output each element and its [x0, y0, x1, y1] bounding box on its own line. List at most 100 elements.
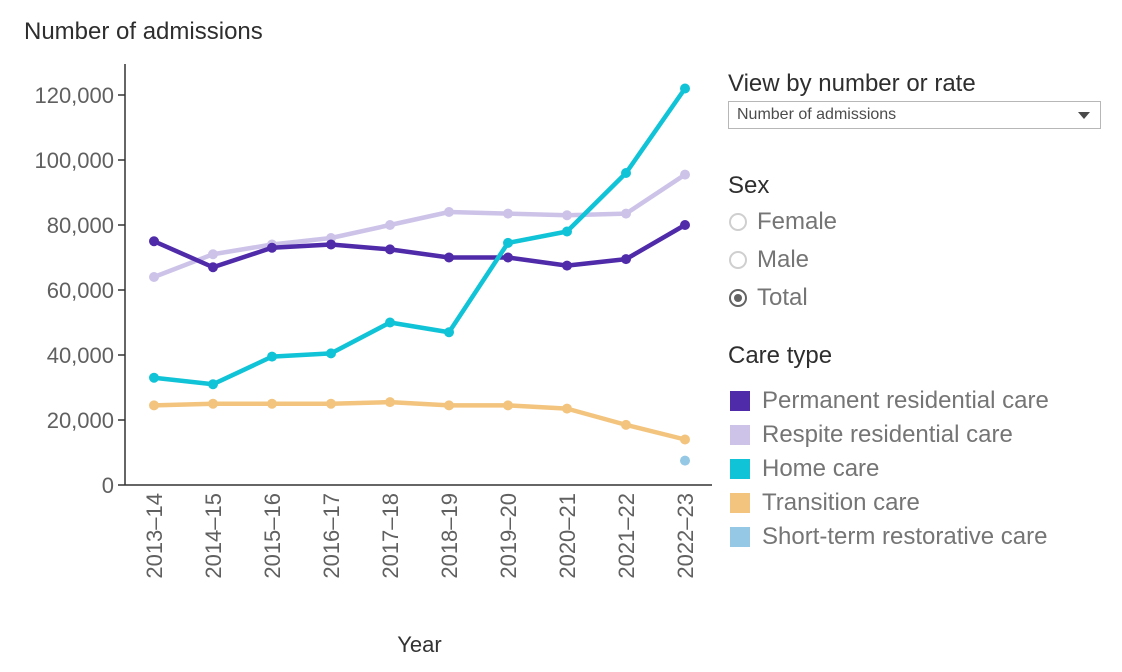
- data-point[interactable]: [326, 348, 336, 359]
- data-point[interactable]: [621, 419, 631, 430]
- radio-unselected-icon[interactable]: [729, 251, 747, 269]
- data-point[interactable]: [444, 400, 454, 411]
- series-permanent-residential-care: [149, 220, 690, 273]
- y-tick-label: 60,000: [47, 278, 114, 303]
- x-axis-title: Year: [397, 632, 441, 657]
- legend-label: Permanent residential care: [762, 387, 1049, 414]
- data-point[interactable]: [267, 351, 277, 362]
- x-tick-label: 2014–15: [201, 493, 226, 579]
- y-tick-label: 100,000: [34, 148, 114, 173]
- data-point[interactable]: [562, 210, 572, 221]
- data-point[interactable]: [267, 242, 277, 253]
- data-point[interactable]: [149, 372, 159, 383]
- x-tick-label: 2021–22: [614, 493, 639, 579]
- data-point[interactable]: [208, 249, 218, 260]
- y-tick-label: 80,000: [47, 213, 114, 238]
- view-by-label: View by number or rate: [728, 70, 976, 97]
- series-line: [151, 86, 688, 387]
- data-point[interactable]: [385, 220, 395, 230]
- data-point[interactable]: [208, 262, 218, 273]
- data-point[interactable]: [680, 434, 690, 445]
- legend-swatch-icon: [730, 425, 750, 445]
- data-point[interactable]: [503, 237, 513, 248]
- data-point[interactable]: [444, 327, 454, 338]
- data-point[interactable]: [444, 252, 454, 263]
- x-tick-label: 2018–19: [437, 493, 462, 579]
- data-point[interactable]: [621, 254, 631, 265]
- data-point[interactable]: [326, 398, 336, 409]
- series-line: [151, 172, 688, 280]
- data-point[interactable]: [149, 400, 159, 411]
- sex-radio-group: Female Male Total: [729, 203, 837, 317]
- series-line: [151, 222, 688, 270]
- radio-label: Total: [757, 284, 808, 311]
- chevron-down-icon: [1078, 111, 1090, 119]
- legend-item-short-term-restorative-care[interactable]: Short-term restorative care: [730, 520, 1049, 554]
- data-point[interactable]: [385, 397, 395, 408]
- series-line: [151, 399, 688, 442]
- data-point[interactable]: [680, 169, 690, 180]
- care-type-legend: Permanent residential care Respite reside…: [730, 384, 1049, 554]
- series-respite-residential-care: [149, 169, 690, 282]
- view-by-dropdown[interactable]: Number of admissions: [728, 101, 1101, 129]
- legend-item-respite-residential-care[interactable]: Respite residential care: [730, 418, 1049, 452]
- data-point[interactable]: [680, 220, 690, 230]
- legend-swatch-icon: [730, 459, 750, 479]
- care-type-label: Care type: [728, 342, 833, 369]
- sex-option-total[interactable]: Total: [729, 279, 837, 317]
- data-point[interactable]: [208, 398, 218, 409]
- x-tick-label: 2019–20: [496, 493, 521, 579]
- data-point[interactable]: [267, 398, 277, 409]
- data-point[interactable]: [503, 400, 513, 411]
- data-point[interactable]: [562, 403, 572, 414]
- data-point[interactable]: [621, 168, 631, 178]
- legend-label: Transition care: [762, 489, 920, 516]
- chart-title: Number of admissions: [24, 18, 263, 45]
- x-tick-label: 2015–16: [260, 493, 285, 579]
- data-point[interactable]: [444, 207, 454, 217]
- x-tick-label: 2020–21: [555, 493, 580, 579]
- data-point[interactable]: [326, 239, 336, 250]
- legend-item-home-care[interactable]: Home care: [730, 452, 1049, 486]
- legend-item-transition-care[interactable]: Transition care: [730, 486, 1049, 520]
- y-tick-label: 40,000: [47, 343, 114, 368]
- y-tick-label: 20,000: [47, 408, 114, 433]
- series-transition-care: [149, 397, 690, 445]
- admissions-line-chart: 0 20,000 40,000 60,000 80,000 100,000 120,000 2…: [34, 64, 712, 657]
- data-point[interactable]: [621, 208, 631, 219]
- data-point[interactable]: [562, 226, 572, 237]
- legend-swatch-icon: [730, 493, 750, 513]
- view-by-selected-value: Number of admissions: [737, 106, 897, 123]
- legend-label: Respite residential care: [762, 421, 1013, 448]
- y-tick-label: 0: [102, 473, 114, 498]
- x-tick-label: 2013–14: [142, 493, 167, 579]
- series-short-term-restorative-care: [680, 455, 690, 466]
- legend-label: Home care: [762, 455, 880, 482]
- legend-item-permanent-residential-care[interactable]: Permanent residential care: [730, 384, 1049, 418]
- series-home-care: [149, 83, 690, 390]
- data-point[interactable]: [149, 236, 159, 247]
- sex-option-male[interactable]: Male: [729, 241, 837, 279]
- data-point[interactable]: [503, 208, 513, 219]
- legend-label: Short-term restorative care: [762, 523, 1048, 550]
- x-tick-label: 2022–23: [673, 493, 698, 579]
- radio-label: Female: [757, 208, 838, 235]
- radio-unselected-icon[interactable]: [729, 213, 747, 231]
- legend-swatch-icon: [730, 527, 750, 547]
- legend-swatch-icon: [730, 391, 750, 411]
- data-point[interactable]: [680, 455, 690, 466]
- data-point[interactable]: [208, 379, 218, 390]
- data-point[interactable]: [680, 83, 690, 94]
- data-point[interactable]: [562, 260, 572, 271]
- data-point[interactable]: [149, 272, 159, 282]
- data-point[interactable]: [385, 244, 395, 255]
- sex-label: Sex: [728, 172, 770, 199]
- sex-option-female[interactable]: Female: [729, 203, 837, 241]
- data-point[interactable]: [385, 317, 395, 328]
- x-tick-label: 2016–17: [319, 493, 344, 579]
- y-tick-label: 120,000: [34, 83, 114, 108]
- x-tick-label: 2017–18: [378, 493, 403, 579]
- data-point[interactable]: [503, 252, 513, 263]
- radio-label: Male: [757, 246, 810, 273]
- radio-selected-icon[interactable]: [729, 289, 747, 307]
